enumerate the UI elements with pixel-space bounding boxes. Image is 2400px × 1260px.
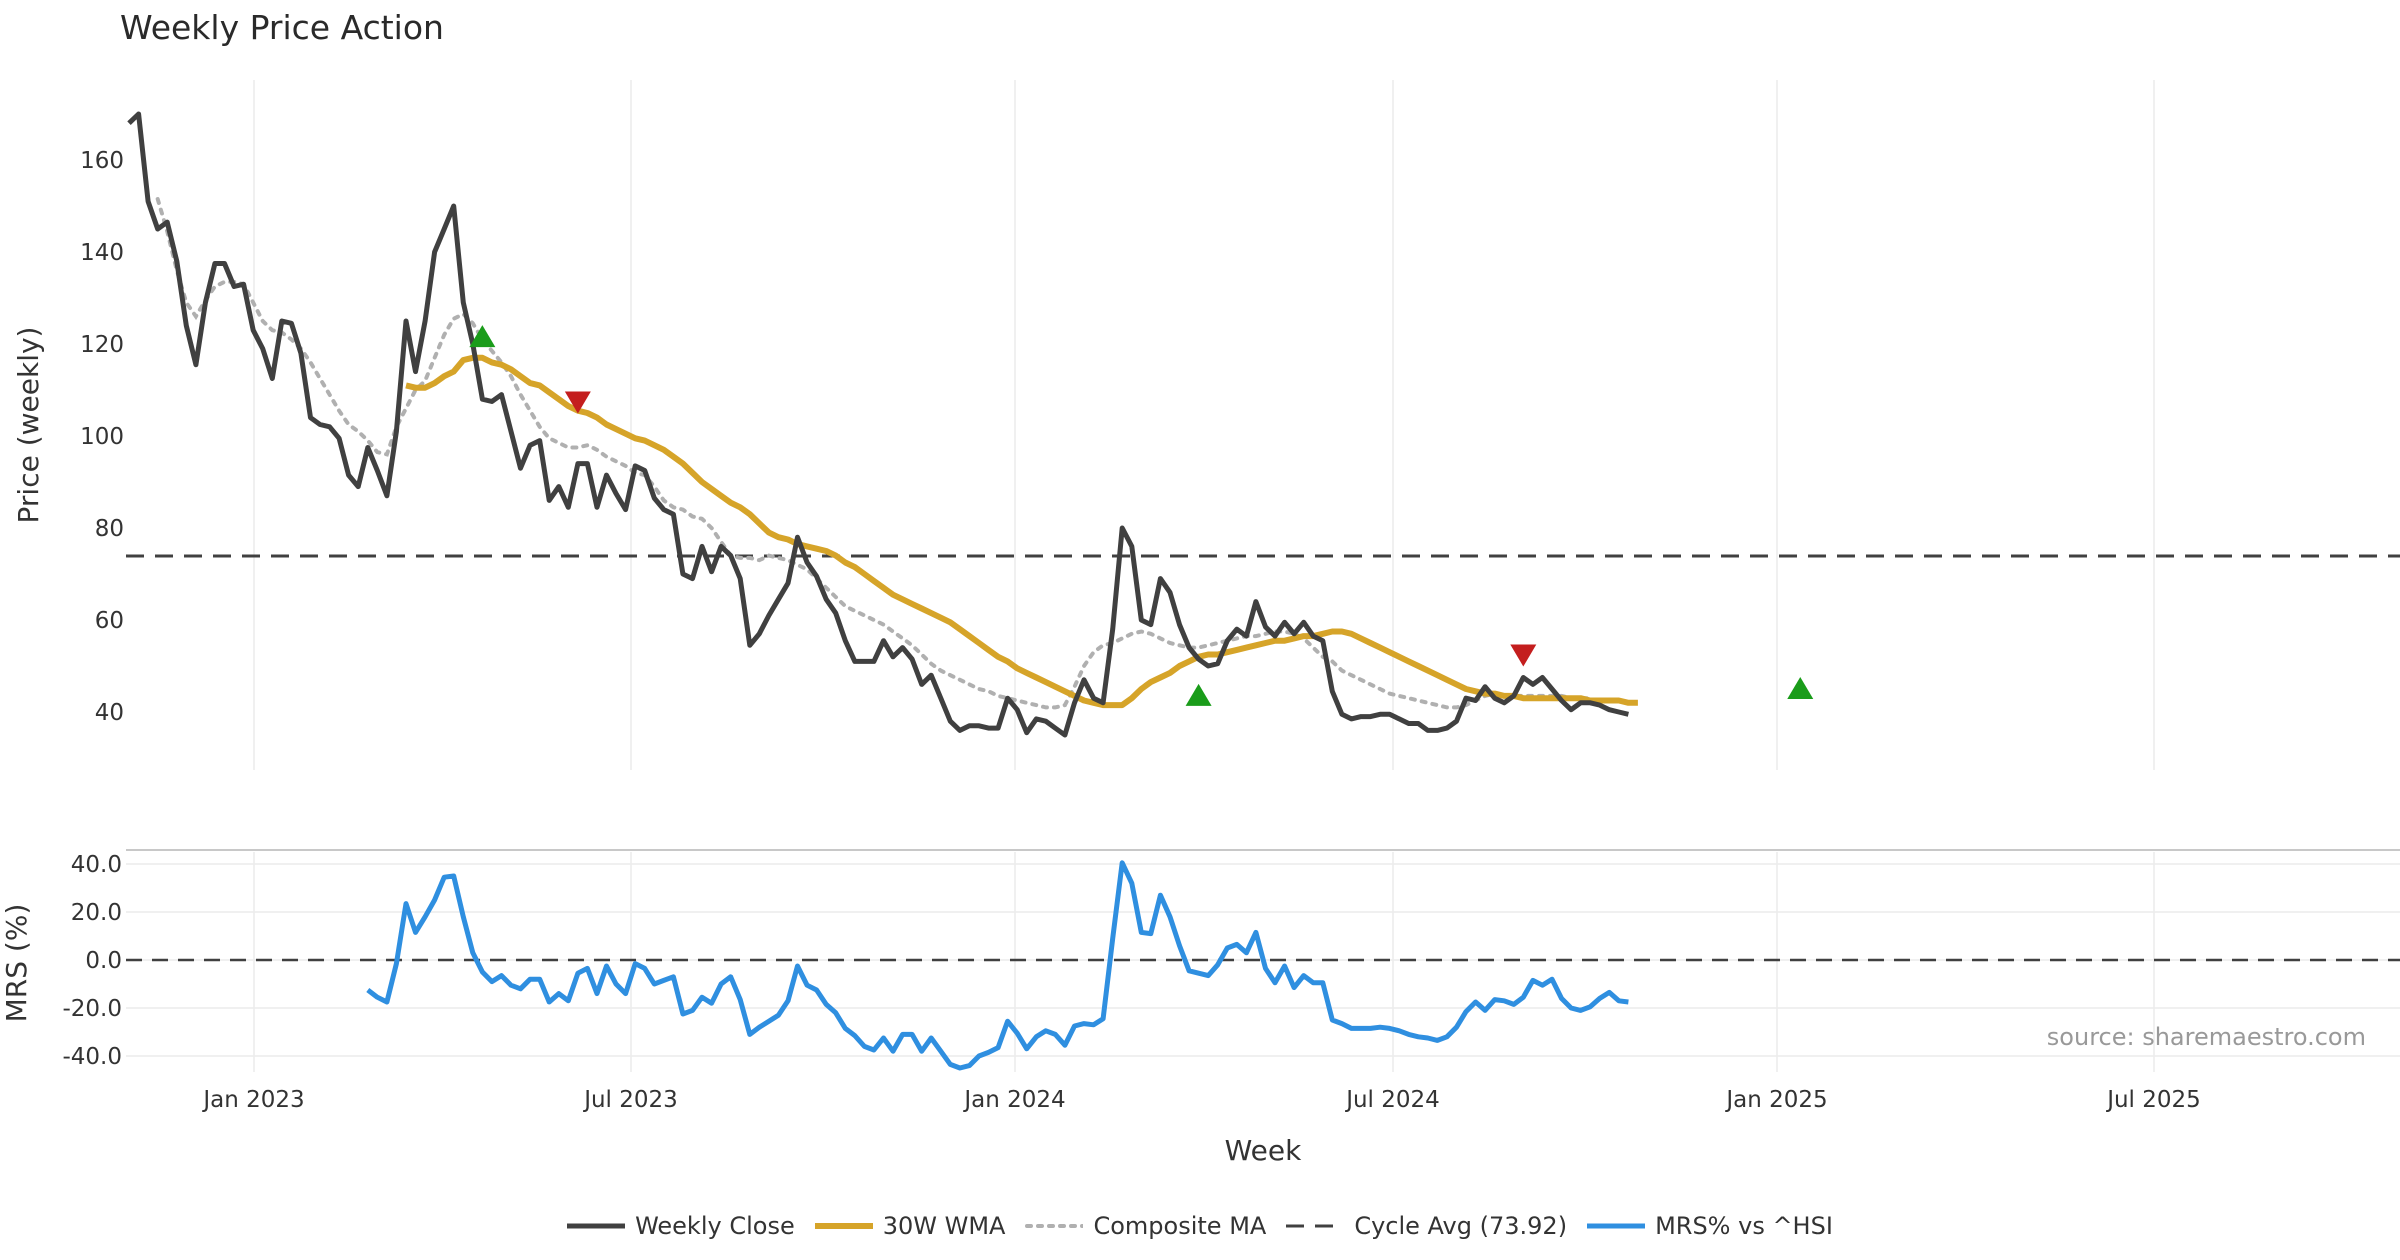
price-y-tick-label: 120 <box>80 332 124 358</box>
x-tick-label: Jan 2023 <box>201 1087 304 1113</box>
x-tick-label: Jan 2025 <box>1724 1087 1827 1113</box>
weekly-close-line <box>127 111 1629 738</box>
legend-item-composite-ma: Composite MA <box>1025 1212 1266 1240</box>
price-y-axis-label: Price (weekly) <box>12 327 45 524</box>
x-tick-label: Jul 2024 <box>1344 1087 1440 1113</box>
legend-label-weekly-close: Weekly Close <box>635 1212 795 1240</box>
legend-item-cycle-avg: Cycle Avg (73.92) <box>1286 1212 1567 1240</box>
legend: Weekly Close 30W WMA Composite MA Cycle … <box>0 1212 2400 1240</box>
mrs-y-axis-label: MRS (%) <box>0 904 33 1023</box>
mrs-line <box>366 860 1629 1071</box>
mrs-y-ticks: -40.0 -20.0 0.0 20.0 40.0 <box>62 852 122 1070</box>
x-tick-label: Jul 2023 <box>582 1087 678 1113</box>
buy-signal-marker <box>1185 683 1212 706</box>
price-y-tick-label: 40 <box>95 700 124 726</box>
mrs-y-tick-label: 0.0 <box>85 948 122 974</box>
legend-swatch-mrs <box>1587 1223 1646 1229</box>
legend-label-wma: 30W WMA <box>882 1212 1006 1240</box>
price-y-ticks: 40 60 80 100 120 140 160 <box>80 148 124 726</box>
sell-signal-marker <box>564 391 591 414</box>
legend-swatch-weekly-close <box>567 1223 626 1229</box>
price-y-tick-label: 140 <box>80 240 124 266</box>
x-ticks: Jan 2023 Jul 2023 Jan 2024 Jul 2024 Jan 2025… <box>201 1087 2200 1113</box>
price-panel-grid <box>253 80 2155 770</box>
mrs-y-tick-label: -40.0 <box>62 1044 122 1070</box>
mrs-y-tick-label: 40.0 <box>71 852 122 878</box>
legend-label-composite-ma: Composite MA <box>1093 1212 1267 1240</box>
wma-30w-line <box>405 354 1638 709</box>
signal-markers <box>469 325 1814 706</box>
chart-title: Weekly Price Action <box>120 8 444 47</box>
legend-swatch-cycle-avg <box>1286 1224 1345 1228</box>
source-note: source: sharemaestro.com <box>2047 1023 2366 1051</box>
price-y-tick-label: 80 <box>95 516 124 542</box>
price-y-tick-label: 100 <box>80 424 124 450</box>
buy-signal-marker <box>469 325 496 348</box>
legend-swatch-composite-ma <box>1025 1224 1084 1228</box>
legend-swatch-wma <box>814 1223 873 1229</box>
legend-item-mrs: MRS% vs ^HSI <box>1587 1212 1833 1240</box>
legend-item-wma: 30W WMA <box>814 1212 1006 1240</box>
mrs-y-tick-label: -20.0 <box>62 996 122 1022</box>
composite-ma-line <box>155 197 1593 710</box>
price-y-tick-label: 60 <box>95 608 124 634</box>
x-tick-label: Jul 2025 <box>2105 1087 2201 1113</box>
x-tick-label: Jan 2024 <box>962 1087 1065 1113</box>
legend-label-mrs: MRS% vs ^HSI <box>1655 1212 1833 1240</box>
legend-item-weekly-close: Weekly Close <box>567 1212 795 1240</box>
price-y-tick-label: 160 <box>80 148 124 174</box>
mrs-y-tick-label: 20.0 <box>71 900 122 926</box>
x-axis-label: Week <box>1225 1134 1302 1167</box>
sell-signal-marker <box>1510 644 1537 667</box>
buy-signal-marker <box>1787 677 1814 699</box>
legend-label-cycle-avg: Cycle Avg (73.92) <box>1354 1212 1568 1240</box>
